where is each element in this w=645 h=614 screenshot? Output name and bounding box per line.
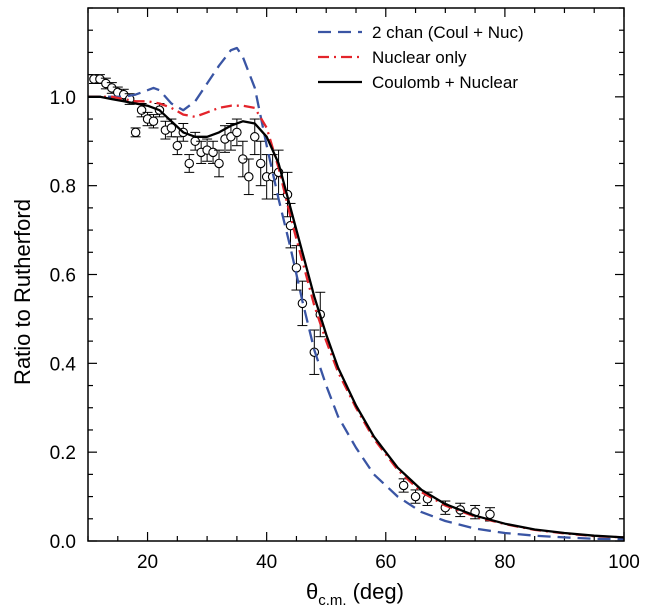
legend-item: Nuclear only: [318, 48, 467, 67]
legend-label: Nuclear only: [372, 48, 467, 67]
y-axis-title: Ratio to Rutherford: [10, 199, 35, 385]
data-point: [410, 489, 421, 504]
legend-item: Coulomb + Nuclear: [318, 73, 518, 92]
data-point-marker: [255, 158, 266, 169]
data-point-marker: [250, 132, 260, 142]
data-point-marker: [166, 123, 177, 133]
data-point: [243, 158, 254, 196]
x-tick-label: 60: [375, 552, 396, 573]
x-tick-label: 80: [494, 552, 515, 573]
plot-area: [88, 46, 625, 541]
series-line: [88, 95, 625, 539]
data-point-marker: [208, 147, 218, 158]
x-axis-title: θc.m. (deg): [306, 579, 404, 609]
data-point-marker: [232, 127, 242, 138]
x-axis-symbol: θ: [306, 579, 318, 604]
y-tick-label: 1.0: [50, 88, 76, 109]
y-tick-label: 0.0: [50, 532, 76, 553]
legend-item: 2 chan (Coul + Nuc): [318, 23, 524, 42]
data-point: [237, 140, 248, 178]
y-tick-label: 0.8: [50, 177, 76, 198]
x-tick-label: 20: [137, 552, 158, 573]
data-point-marker: [184, 158, 194, 169]
x-tick-label: 40: [256, 552, 277, 573]
x-axis-unit: (deg): [353, 579, 404, 604]
legend-label: Coulomb + Nuclear: [372, 73, 518, 92]
data-point-marker: [291, 263, 302, 273]
data-point: [297, 280, 308, 327]
data-point: [172, 136, 183, 156]
data-point-marker: [398, 480, 409, 491]
series-line: [88, 46, 625, 541]
data-point: [255, 140, 266, 187]
plot-frame: [87, 7, 625, 542]
y-tick-label: 0.2: [50, 443, 76, 464]
data-point-marker: [410, 491, 421, 502]
data-point: [214, 149, 225, 178]
data-point-marker: [130, 127, 141, 138]
y-tick-label: 0.6: [50, 266, 76, 287]
data-point: [148, 114, 159, 129]
x-axis-subscript: c.m.: [318, 592, 346, 609]
data-point-marker: [485, 509, 495, 520]
data-point-marker: [148, 116, 159, 127]
axis-tick-labels: 20 40 60 80 100 0.0 0.2 0.4 0.6 0.8 1.0: [50, 88, 640, 573]
data-point-marker: [214, 158, 224, 169]
data-point-marker: [172, 140, 183, 151]
data-point-marker: [136, 105, 147, 115]
data-point: [184, 154, 195, 173]
data-point-marker: [244, 172, 254, 182]
data-point: [398, 478, 409, 493]
legend: 2 chan (Coul + Nuc) Nuclear only Coulomb +…: [318, 23, 524, 92]
legend-label: 2 chan (Coul + Nuc): [372, 23, 524, 42]
y-tick-label: 0.4: [50, 354, 77, 375]
data-point: [130, 127, 141, 138]
x-tick-label: 100: [608, 552, 640, 573]
